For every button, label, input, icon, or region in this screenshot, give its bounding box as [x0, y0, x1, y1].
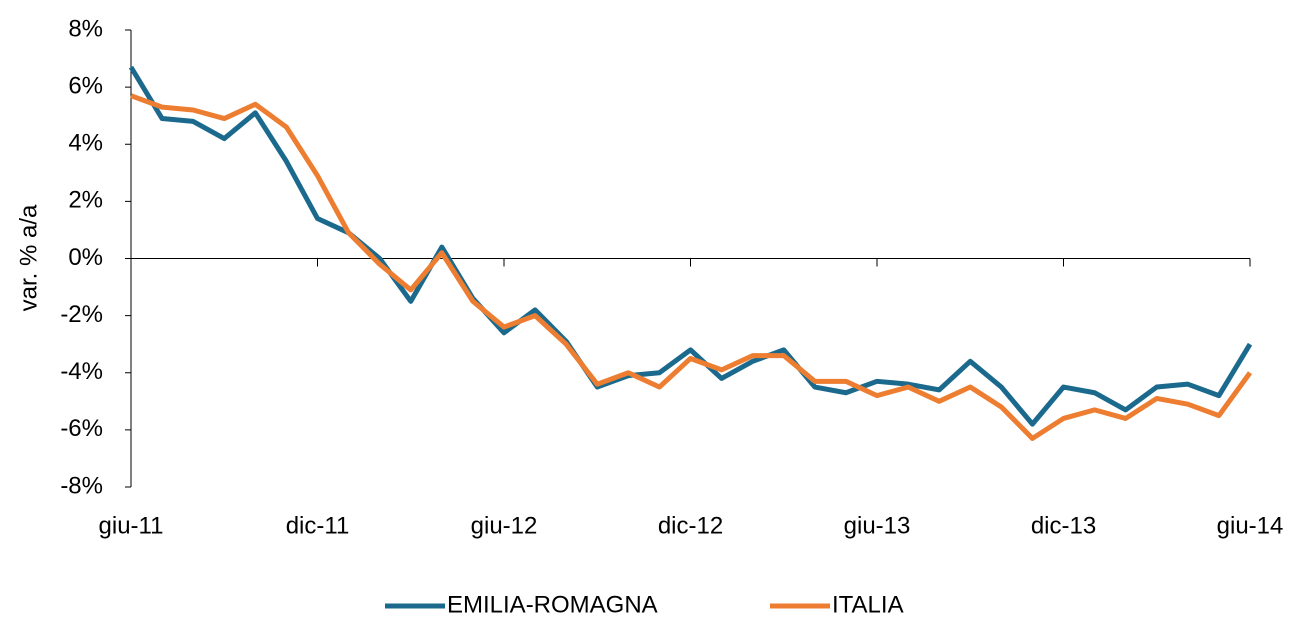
- y-tick-label: 8%: [68, 15, 103, 42]
- y-tick-label: -2%: [60, 301, 103, 328]
- x-tick-label: giu-11: [99, 512, 164, 539]
- x-tick-label: giu-14: [1217, 512, 1284, 539]
- x-tick-label: giu-12: [471, 512, 538, 539]
- x-tick-label: dic-11: [286, 512, 350, 539]
- y-tick-label: -6%: [60, 415, 103, 442]
- y-tick-label: 4%: [68, 130, 103, 157]
- y-tick-label: 0%: [68, 244, 103, 271]
- x-tick-label: dic-13: [1031, 512, 1096, 539]
- series-line: [128, 65, 1253, 427]
- series-line: [130, 93, 1253, 441]
- x-tick-label: giu-13: [844, 512, 911, 539]
- x-tick-label: dic-12: [658, 512, 723, 539]
- y-tick-label: 2%: [68, 187, 103, 214]
- legend-label: EMILIA-ROMAGNA: [447, 591, 658, 618]
- legend-label: ITALIA: [832, 591, 904, 618]
- y-axis-label: var. % a/a: [15, 204, 42, 311]
- y-tick-label: -4%: [60, 358, 103, 385]
- y-tick-label: -8%: [60, 472, 103, 499]
- y-tick-label: 6%: [68, 72, 103, 99]
